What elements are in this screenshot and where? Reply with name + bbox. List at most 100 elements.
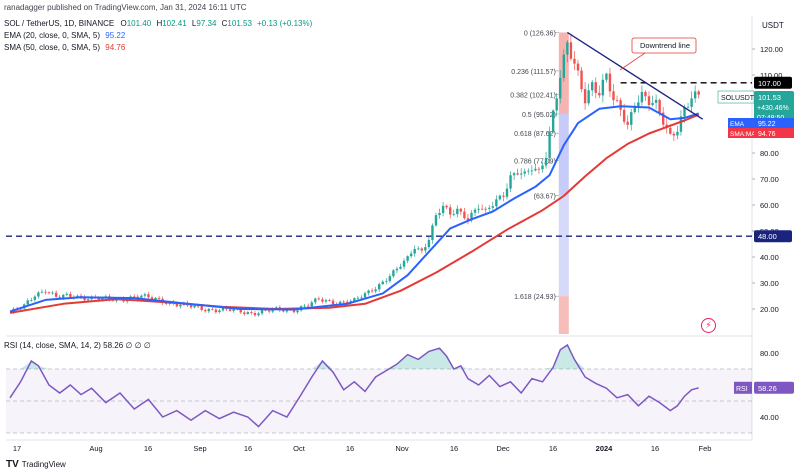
candle-body (669, 127, 672, 134)
candle-body (413, 248, 416, 254)
y-tick-label: 20.00 (760, 305, 779, 314)
ma-tag-bg (754, 128, 794, 138)
candle-body (456, 208, 459, 215)
candle-body (569, 42, 573, 59)
candle-body (381, 281, 384, 285)
candle-body (434, 215, 438, 226)
flash-icon[interactable]: ⚡ (701, 318, 716, 333)
rsi-line (9, 343, 699, 428)
symbol-tag-label: SOLUSDT (721, 95, 755, 102)
fib-level-label: 0.618 (87.62) (514, 131, 556, 138)
candle-body (587, 90, 590, 104)
candle-body (367, 290, 370, 294)
rsi-title: RSI (14, close, SMA, 14, 2) 58.26 ∅ ∅ ∅ (4, 341, 151, 350)
candle-body (399, 266, 402, 269)
fib-level-label: (63.67) (534, 193, 556, 200)
close-value: 101.53 (227, 19, 252, 28)
symbol-ohlc-line: SOL / TetherUS, 1D, BINANCE O101.40 H102… (4, 19, 313, 28)
candle-body (583, 89, 587, 104)
sma50-line (9, 113, 700, 314)
rsi-overbought-fill (560, 345, 568, 369)
rsi-overbought-fill (38, 365, 50, 369)
fib-level-label: 0.236 (111.57) (511, 69, 556, 76)
x-tick-label: Aug (89, 444, 102, 453)
fib-bar-base (558, 296, 569, 334)
candle-body (488, 207, 491, 209)
sma-legend[interactable]: SMA (50, close, 0, SMA, 5) 94.76 (4, 43, 125, 52)
candle-body (232, 309, 235, 311)
fib-level-label: 1.618 (24.93) (514, 294, 556, 301)
candle-body (179, 304, 182, 307)
candle-body (150, 297, 154, 300)
level-tag-bg (754, 76, 792, 89)
candle-body (640, 91, 644, 103)
x-tick-label: 16 (450, 444, 458, 453)
candle-body (612, 91, 615, 101)
candle-body (505, 188, 509, 197)
candle-body (196, 305, 200, 307)
x-tick-label: 2024 (596, 444, 614, 453)
candle-body (207, 308, 210, 312)
rsi-overbought-fill (322, 361, 334, 369)
price-tag-change: +430.46% (757, 105, 789, 112)
candle-body (69, 293, 72, 297)
candle-body (175, 303, 179, 307)
candle-body (370, 290, 374, 292)
candle-body (239, 308, 242, 313)
candle-body (544, 157, 548, 166)
candle-body (193, 305, 196, 308)
ma-tag-value: 95.22 (758, 121, 776, 128)
candle-body (40, 291, 44, 293)
y-tick-label: 40.00 (760, 253, 779, 262)
candle-body (441, 205, 445, 214)
candle-body (246, 312, 250, 315)
candle-body (683, 107, 686, 117)
candle-body (363, 293, 367, 298)
candle-body (466, 218, 470, 221)
candle-body (637, 102, 640, 107)
candle-body (143, 294, 147, 296)
candle-body (406, 256, 409, 261)
y-tick-label: 110.00 (760, 71, 782, 80)
fib-bar-lower (558, 195, 569, 297)
x-tick-label: Nov (395, 444, 409, 453)
candle-body (622, 109, 626, 122)
candle-body (644, 91, 647, 97)
candle-body (449, 207, 452, 215)
level-tag-label: 107.00 (758, 79, 781, 88)
candle-body (516, 173, 519, 175)
candle-body (189, 305, 193, 308)
candle-body (303, 305, 306, 307)
price-tag-bg (754, 91, 794, 125)
candle-body (30, 299, 33, 301)
candle-body (605, 73, 608, 80)
ema-legend-value: 95.22 (105, 31, 126, 40)
rsi-tag-bg (754, 381, 794, 394)
ma-tag-bg (754, 118, 794, 128)
candle-body (37, 292, 40, 297)
candle-body (598, 92, 601, 96)
ema-legend[interactable]: EMA (20, close, 0, SMA, 5) 95.22 (4, 31, 125, 40)
price-tag-value: 101.53 (758, 93, 781, 102)
candle-body (633, 106, 636, 113)
y-tick-label: 30.00 (760, 279, 779, 288)
fib-level-label: 0.5 (95.02) (522, 112, 556, 119)
candle-body (498, 195, 502, 200)
tradingview-footer[interactable]: TV TradingView (6, 459, 66, 470)
rsi-overbought-fill (311, 361, 323, 369)
high-value: 102.41 (162, 19, 187, 28)
candle-body (101, 297, 104, 300)
candle-body (65, 293, 68, 295)
candle-body (463, 211, 466, 219)
candle-body (356, 297, 360, 299)
open-value: 101.40 (126, 19, 152, 28)
candle-body (541, 165, 544, 170)
candle-body (594, 82, 597, 93)
candle-body (473, 209, 477, 213)
ma-tag-name-bg (728, 128, 754, 138)
candle-body (200, 306, 203, 311)
ma-tag-name: EMA (730, 121, 745, 128)
rsi-overbought-fill (428, 348, 440, 369)
rsi-overbought-fill (418, 351, 429, 369)
